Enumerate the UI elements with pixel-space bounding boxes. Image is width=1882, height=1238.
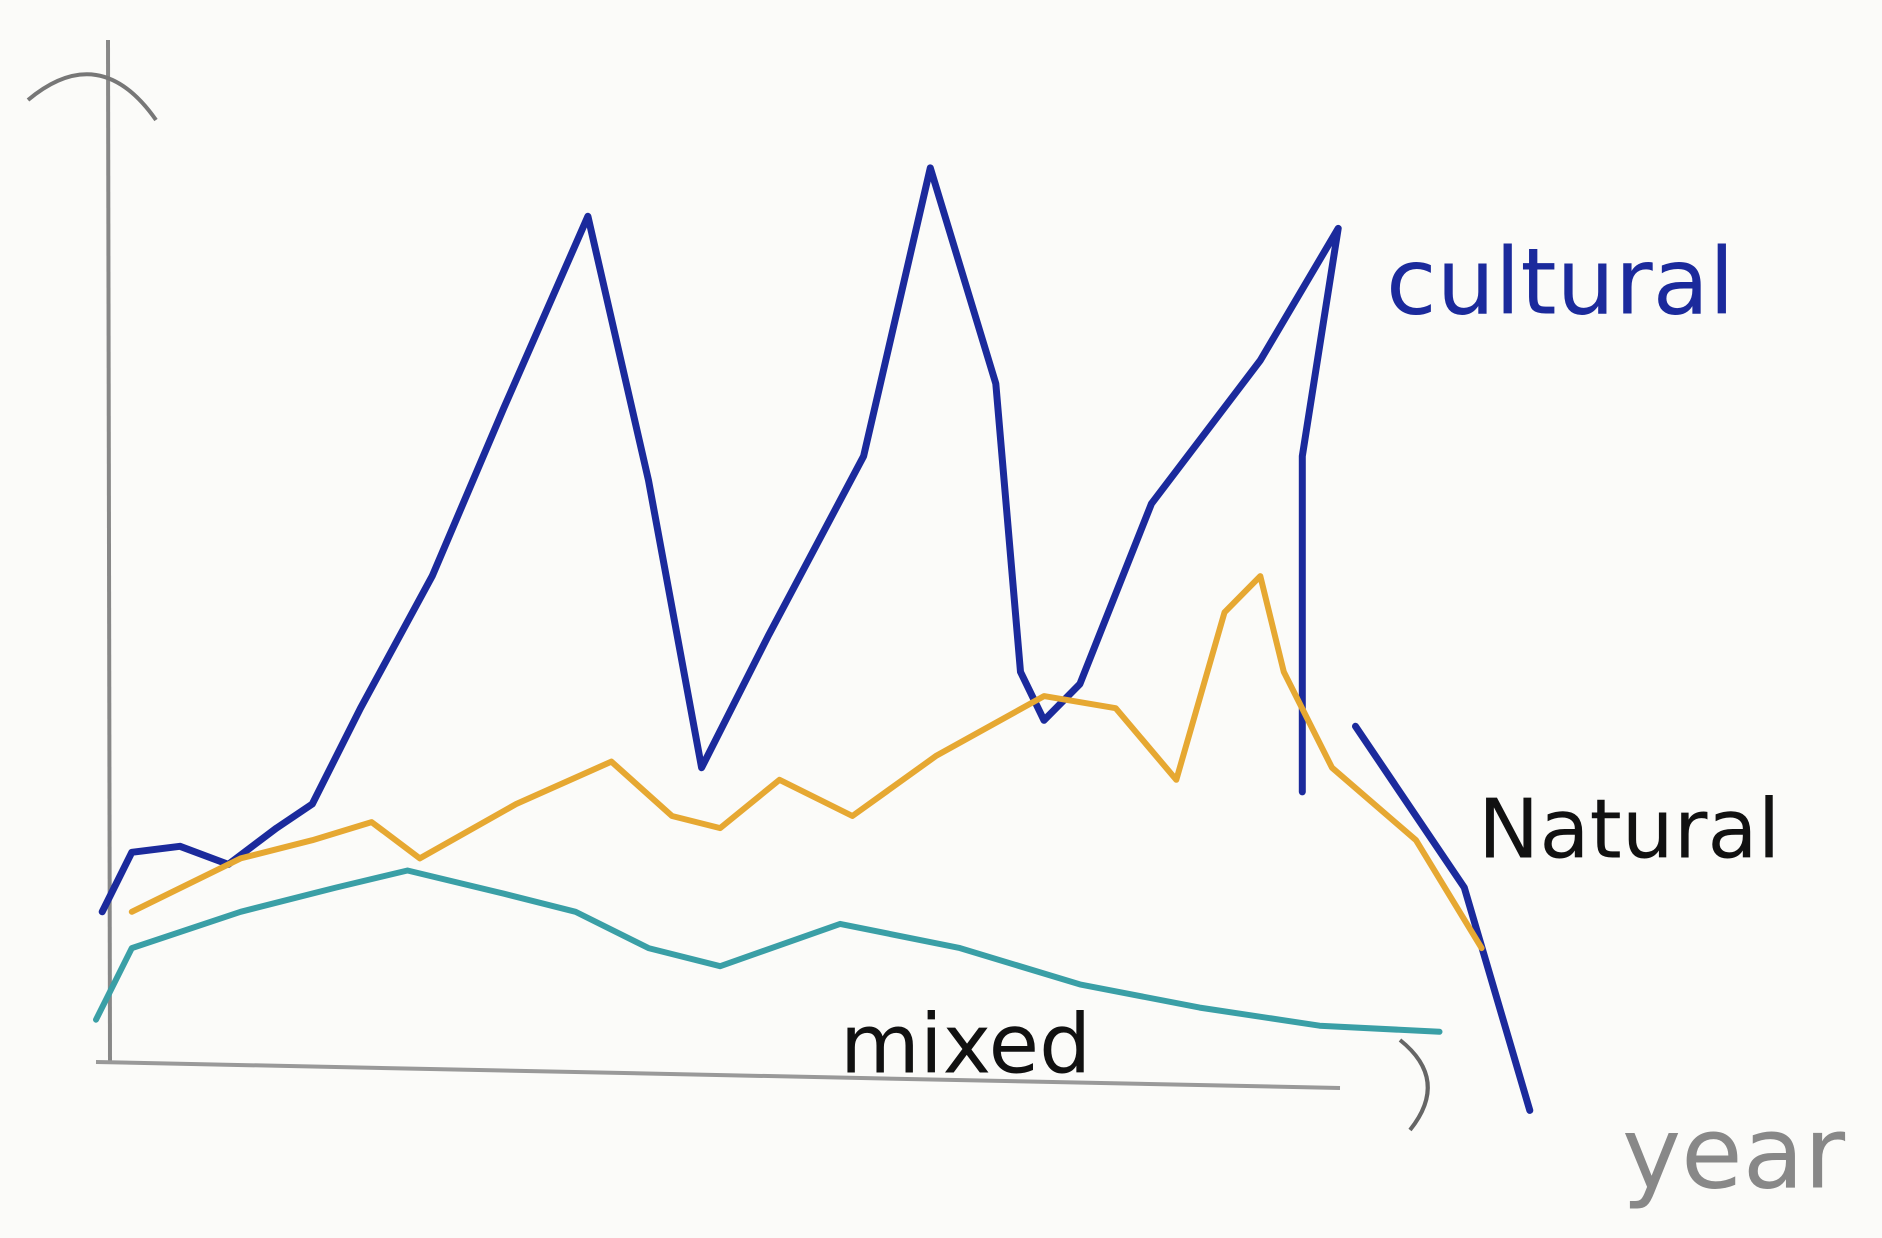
x-axis-arrow: [1398, 1038, 1430, 1132]
x-axis: [95, 1060, 1341, 1090]
series-line: [93, 867, 1443, 1035]
x-axis-label: year: [1622, 1094, 1846, 1211]
series-line: [98, 164, 1534, 1114]
y-axis-arrow: [26, 72, 158, 122]
series-label: cultural: [1386, 228, 1735, 335]
series-label: Natural: [1478, 782, 1780, 877]
series-line: [128, 573, 1485, 952]
y-axis: [106, 39, 112, 1063]
series-label: mixed: [840, 997, 1091, 1092]
